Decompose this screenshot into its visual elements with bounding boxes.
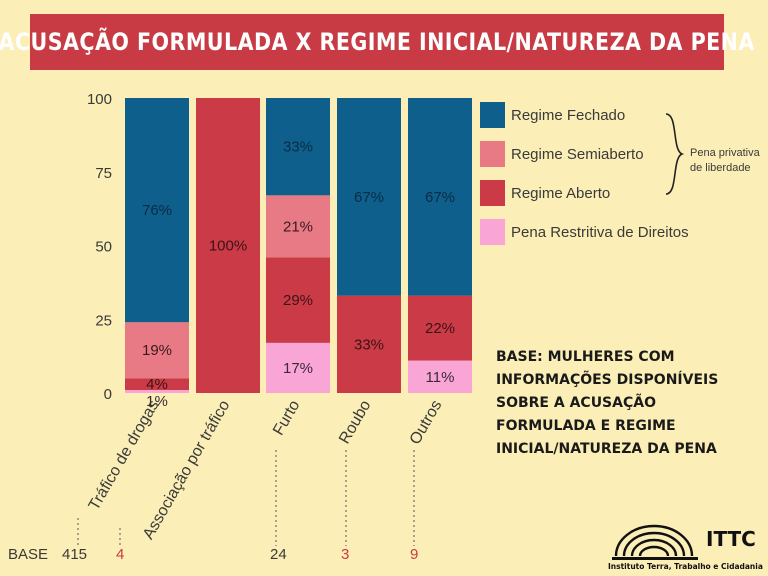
legend-swatch-semiaberto: [480, 141, 505, 167]
legend-item-fechado: Regime Fechado: [480, 102, 625, 128]
bar-trafico-semiaberto: [125, 322, 189, 379]
legend-item-aberto: Regime Aberto: [480, 180, 610, 206]
data-label-trafico-restritiva: 1%: [146, 393, 168, 410]
y-tick-label-0: 0: [104, 386, 112, 403]
bar-furto-semiaberto: [266, 195, 330, 258]
data-label-furto-aberto: 29%: [283, 292, 313, 309]
legend-swatch-restritiva: [480, 219, 505, 245]
y-tick-label-50: 50: [95, 239, 112, 256]
y-tick-label-75: 75: [95, 165, 112, 182]
data-label-roubo-aberto: 33%: [354, 336, 384, 353]
base-value-outros: 9: [410, 546, 419, 563]
x-tick-label-roubo: Roubo: [336, 397, 374, 446]
data-label-roubo-fechado: 67%: [354, 189, 384, 206]
base-row-label: BASE: [8, 546, 49, 563]
data-label-trafico-fechado: 76%: [142, 202, 172, 219]
brace-icon: [665, 113, 685, 195]
bar-trafico-aberto: [125, 378, 189, 391]
data-label-furto-semiaberto: 21%: [283, 218, 313, 235]
ittc-logo-icon: [612, 524, 698, 560]
brace-label-text: Pena privativa de liberdade: [690, 147, 760, 174]
data-label-trafico-aberto: 4%: [146, 376, 168, 393]
bar-furto-restritiva: [266, 342, 330, 393]
legend-label-aberto: Regime Aberto: [511, 184, 611, 202]
base-value-trafico: 415: [62, 546, 88, 563]
chart-title: ACUSAÇÃO FORMULADA X REGIME INICIAL/NATU…: [0, 14, 755, 70]
legend-label-restritiva: Pena Restritiva de Direitos: [511, 223, 689, 241]
legend-swatch-aberto: [480, 180, 505, 206]
data-label-outros-fechado: 67%: [425, 189, 455, 206]
bar-outros-restritiva: [408, 360, 472, 393]
data-label-outros-aberto: 22%: [425, 320, 455, 337]
y-tick-label-25: 25: [95, 312, 112, 329]
data-label-furto-restritiva: 17%: [283, 360, 313, 377]
legend-item-restritiva: Pena Restritiva de Direitos: [480, 219, 689, 245]
base-note-text: BASE: MULHERES COM INFORMAÇÕES DISPONÍVE…: [496, 349, 719, 457]
base-value-furto: 24: [270, 546, 287, 563]
x-tick-label-outros: Outros: [407, 398, 446, 448]
bar-outros-aberto: [408, 295, 472, 361]
legend-item-semiaberto: Regime Semiaberto: [480, 141, 644, 167]
data-label-furto-fechado: 33%: [283, 139, 313, 156]
x-tick-label-furto: Furto: [270, 397, 303, 438]
bar-outros-fechado: [408, 98, 472, 296]
brace-label: Pena privativa de liberdade: [690, 146, 768, 176]
x-tick-label-trafico: Tráfico de drogas: [86, 398, 163, 514]
base-value-roubo: 3: [341, 546, 350, 563]
data-label-outros-restritiva: 11%: [426, 369, 455, 386]
bar-trafico-fechado: [125, 98, 189, 323]
base-note: BASE: MULHERES COM INFORMAÇÕES DISPONÍVE…: [496, 346, 756, 461]
bar-roubo-aberto: [337, 295, 401, 393]
bar-roubo-fechado: [337, 98, 401, 296]
y-tick-label-100: 100: [87, 91, 112, 108]
bar-furto-fechado: [266, 98, 330, 196]
logo-subtitle: Instituto Terra, Trabalho e Cidadania: [608, 562, 763, 571]
bar-associacao-aberto: [196, 98, 260, 393]
legend-label-semiaberto: Regime Semiaberto: [511, 145, 644, 163]
legend-label-fechado: Regime Fechado: [511, 106, 626, 124]
base-value-associacao: 4: [116, 546, 125, 563]
chart-title-text: ACUSAÇÃO FORMULADA X REGIME INICIAL/NATU…: [0, 28, 756, 56]
bar-furto-aberto: [266, 257, 330, 343]
legend-swatch-fechado: [480, 102, 505, 128]
bar-trafico-restritiva: [125, 390, 189, 393]
logo-name: ITTC: [706, 527, 756, 551]
data-label-associacao-aberto: 100%: [209, 238, 247, 255]
data-label-trafico-semiaberto: 19%: [142, 342, 172, 359]
